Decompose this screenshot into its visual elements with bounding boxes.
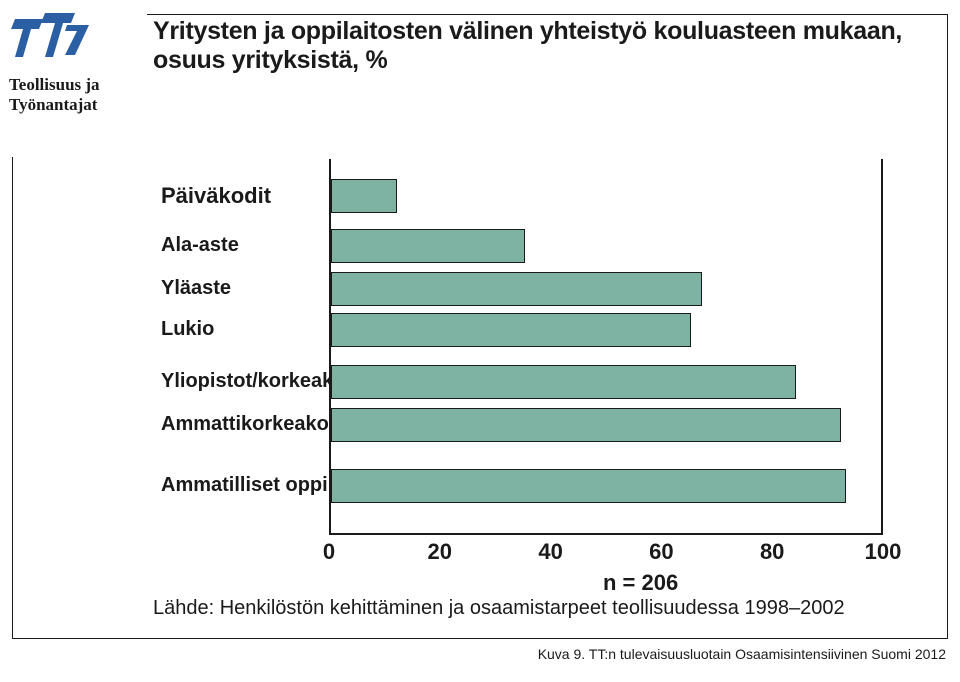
x-tick: 60 [649, 539, 673, 565]
bar [331, 313, 691, 347]
n-label: n = 206 [603, 570, 678, 596]
logo-mark [9, 11, 95, 69]
logo-block: Teollisuus ja Työnantajat [7, 7, 147, 157]
bar [331, 469, 846, 503]
bar [331, 408, 841, 442]
x-tick: 20 [428, 539, 452, 565]
footer-caption: Kuva 9. TT:n tulevaisuusluotain Osaamisi… [0, 646, 946, 662]
page-frame: Teollisuus ja Työnantajat Yritysten ja o… [12, 14, 948, 639]
bar-chart [329, 159, 883, 535]
source-line: Lähde: Henkilöstön kehittäminen ja osaam… [153, 597, 845, 620]
logo-line1: Teollisuus ja [9, 75, 100, 94]
category-label: Ala-aste [161, 234, 239, 257]
logo-line2: Työnantajat [9, 95, 97, 114]
chart-title: Yritysten ja oppilaitosten välinen yhtei… [153, 17, 933, 75]
x-tick: 100 [865, 539, 902, 565]
category-labels: PäiväkoditAla-asteYläasteLukioYliopistot… [43, 159, 323, 535]
category-label: Päiväkodit [161, 183, 271, 209]
bar [331, 272, 702, 306]
logo-text: Teollisuus ja Työnantajat [9, 75, 145, 114]
bar [331, 365, 796, 399]
bar [331, 179, 397, 213]
category-label: Lukio [161, 318, 214, 341]
bar [331, 229, 525, 263]
x-tick: 80 [760, 539, 784, 565]
x-tick: 40 [538, 539, 562, 565]
category-label: Yläaste [161, 277, 231, 300]
x-tick: 0 [323, 539, 335, 565]
